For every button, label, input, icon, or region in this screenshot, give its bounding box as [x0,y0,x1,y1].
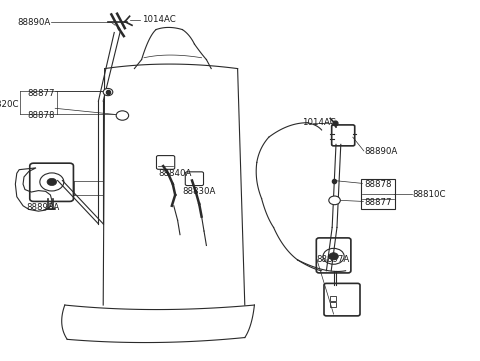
Text: 88877: 88877 [28,90,55,98]
Text: 88878: 88878 [28,111,55,120]
Text: 88820C: 88820C [0,100,19,109]
Text: 88877: 88877 [365,198,392,206]
Circle shape [103,88,113,96]
Text: 88830A: 88830A [182,187,216,196]
Text: 88890A: 88890A [365,147,398,156]
Text: 88878: 88878 [365,180,392,188]
Text: 1014AC: 1014AC [142,16,175,24]
Text: 88898A: 88898A [26,203,60,212]
Text: 88897A: 88897A [317,256,350,264]
Circle shape [116,111,129,120]
Text: 88810C: 88810C [413,191,446,199]
Circle shape [329,253,338,260]
Text: 88890A: 88890A [17,18,50,27]
Text: 1014AC: 1014AC [302,118,336,127]
Circle shape [47,178,57,186]
Circle shape [329,196,340,205]
Text: 88840A: 88840A [158,169,192,178]
